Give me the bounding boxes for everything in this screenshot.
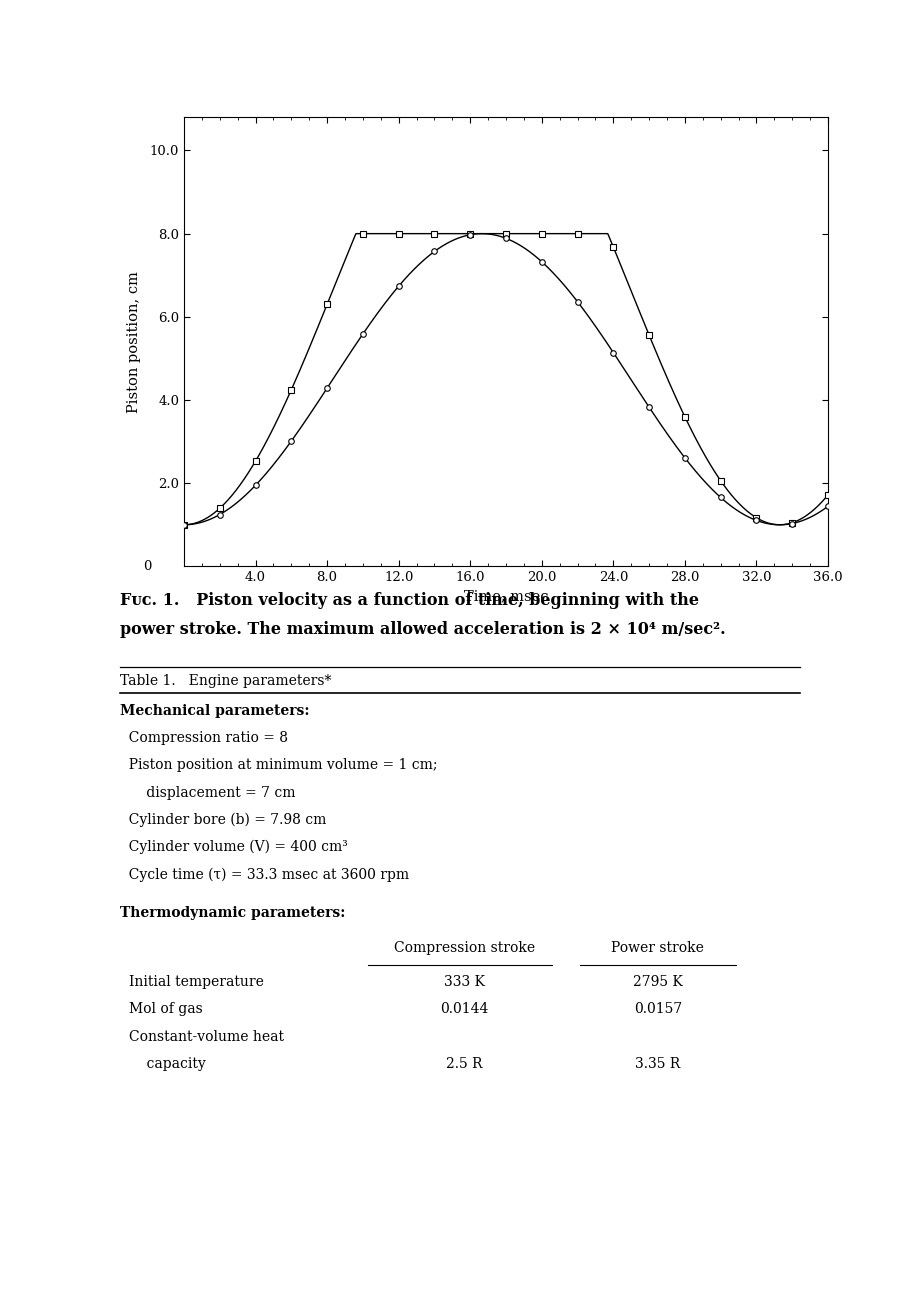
Text: Compression stroke: Compression stroke [393,941,535,956]
Text: Constant-volume heat: Constant-volume heat [129,1030,283,1044]
Y-axis label: Piston position, cm: Piston position, cm [128,271,142,413]
Text: Power stroke: Power stroke [611,941,703,956]
Text: Initial temperature: Initial temperature [129,975,264,990]
Text: displacement = 7 cm: displacement = 7 cm [119,785,295,799]
Text: Thermodynamic parameters:: Thermodynamic parameters: [119,906,345,921]
Text: Mol of gas: Mol of gas [129,1003,202,1017]
Text: 3.35 R: 3.35 R [634,1057,680,1072]
Text: Cylinder volume (V) = 400 cm³: Cylinder volume (V) = 400 cm³ [119,840,347,854]
Text: Compression ratio = 8: Compression ratio = 8 [119,730,288,745]
Text: power stroke. The maximum allowed acceleration is 2 × 10⁴ m/sec².: power stroke. The maximum allowed accele… [119,621,724,638]
Text: 2795 K: 2795 K [632,975,682,990]
Text: Fᴜᴄ. 1.   Piston velocity as a function of time, beginning with the: Fᴜᴄ. 1. Piston velocity as a function of… [119,592,698,609]
Text: 0.0144: 0.0144 [440,1003,488,1017]
Text: 0.0157: 0.0157 [633,1003,681,1017]
X-axis label: Time, msec: Time, msec [463,590,548,604]
Text: Cycle time (τ) = 33.3 msec at 3600 rpm: Cycle time (τ) = 33.3 msec at 3600 rpm [119,867,408,881]
Text: 0: 0 [143,560,152,573]
Text: capacity: capacity [129,1057,205,1072]
Text: 333 K: 333 K [444,975,484,990]
Text: Table 1.   Engine parameters*: Table 1. Engine parameters* [119,674,331,687]
Text: 2.5 R: 2.5 R [446,1057,482,1072]
Text: Piston position at minimum volume = 1 cm;: Piston position at minimum volume = 1 cm… [119,758,437,772]
Text: Mechanical parameters:: Mechanical parameters: [119,703,309,717]
Text: Cylinder bore (b) = 7.98 cm: Cylinder bore (b) = 7.98 cm [119,812,325,827]
